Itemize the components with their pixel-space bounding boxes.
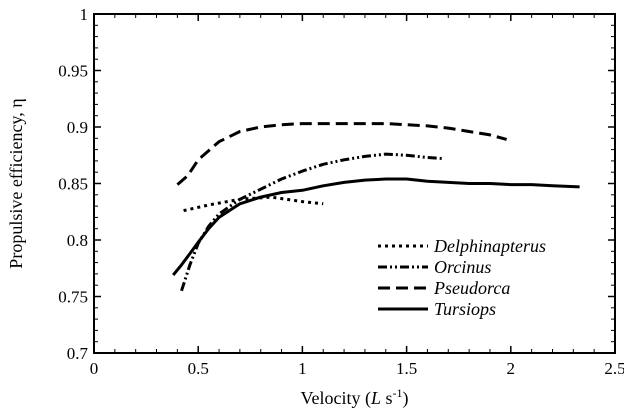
x-tick-label: 0 [90,359,99,378]
series-pseudorca-line [176,122,507,186]
x-tick-label: 2 [507,359,516,378]
y-tick-label: 0.85 [58,175,88,194]
legend-label-orcinus: Orcinus [434,257,491,277]
x-tick-label: 2.5 [604,359,624,378]
x-axis-title-unit: s [381,388,393,408]
series-lines [172,122,580,292]
x-axis-title: Velocity (L s-1) [300,386,408,409]
series-tursiops-line [172,177,580,276]
x-axis-title-post: ) [403,388,409,409]
y-axis-title: Propulsive efficiency, η [6,98,26,268]
legend-label-pseudorca: Pseudorca [433,278,510,298]
legend-label-delphinapterus: Delphinapterus [433,236,546,256]
y-tick-label: 1 [80,5,89,24]
y-tick-label: 0.8 [67,231,88,250]
y-tick-label: 0.95 [58,62,88,81]
x-tick-label: 1.5 [396,359,417,378]
y-tick-label: 0.9 [67,118,88,137]
y-tick-label: 0.7 [67,344,89,363]
x-tick-label: 1 [298,359,307,378]
series-delphinapterus-line [183,195,324,213]
x-axis-title-pre: Velocity ( [300,388,370,409]
x-tick-label: 0.5 [188,359,209,378]
series-orcinus-line [180,152,445,292]
legend-label-tursiops: Tursiops [434,299,496,319]
x-axis-title-sup: -1 [393,386,403,400]
axis-ticks: 0 0.5 1 1.5 2 2.5 0.7 0.75 0.8 0.85 0.9 0.95 1 [58,5,624,378]
x-axis-title-var: L [370,388,381,408]
y-tick-label: 0.75 [58,288,88,307]
